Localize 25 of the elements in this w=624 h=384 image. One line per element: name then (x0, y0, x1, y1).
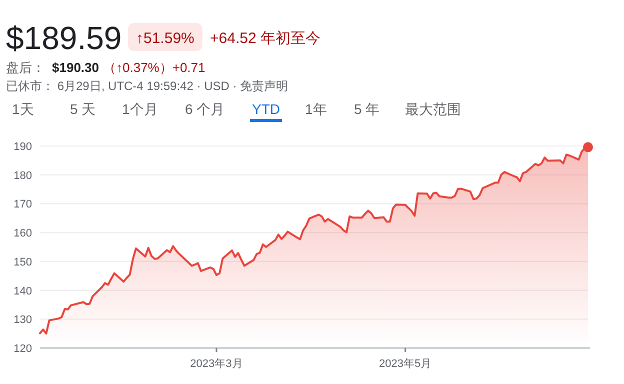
y-tick-label: 130 (14, 314, 32, 326)
text: 5 天 (70, 101, 96, 117)
text: 已休市： 6月29日, UTC-4 19:59:42 · USD · 免责声明 (6, 79, 288, 93)
x-tick-label: 2023年5月 (379, 358, 432, 370)
chart-title: $189.59 (6, 20, 122, 56)
text: 5 年 (354, 101, 380, 117)
text: 1个月 (122, 101, 158, 117)
text: YTD (252, 101, 280, 117)
text: （↑0.37%）+0.71 (103, 60, 206, 75)
text: 1年 (305, 101, 327, 117)
y-tick-label: 150 (14, 256, 32, 268)
text: 盘后： (6, 60, 45, 75)
text: 1天 (12, 101, 34, 117)
text: ↑51.59% (136, 30, 194, 47)
text: 最大范围 (405, 101, 461, 117)
y-tick-label: 140 (14, 285, 32, 298)
text: 6 个月 (185, 101, 225, 117)
y-tick-label: 170 (14, 198, 32, 211)
text: +64.52 年初至今 (210, 30, 320, 47)
y-tick-label: 190 (14, 141, 32, 153)
y-tick-label: 160 (14, 228, 32, 240)
text: $190.30 (52, 60, 99, 75)
x-tick-label: 2023年3月 (190, 358, 243, 370)
y-tick-label: 180 (14, 170, 32, 182)
y-tick-label: 120 (14, 343, 32, 355)
